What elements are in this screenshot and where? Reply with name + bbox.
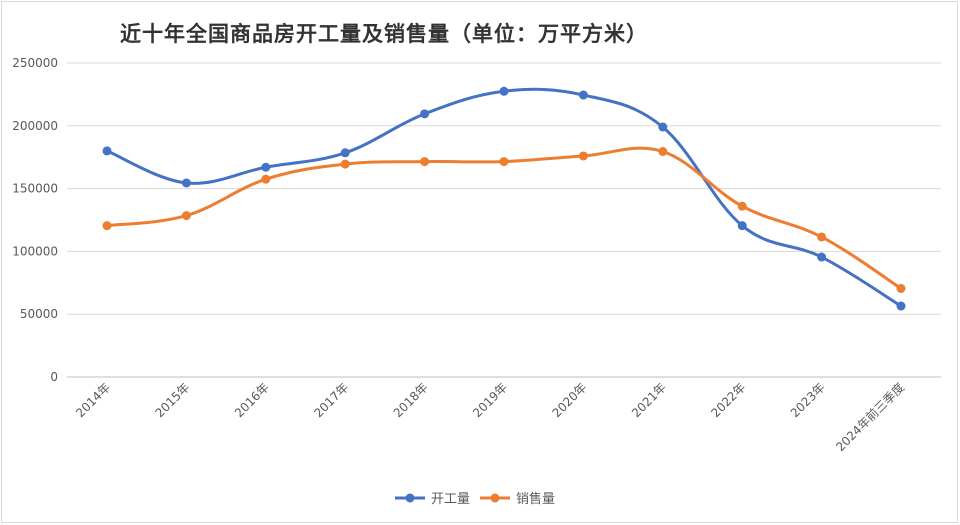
- data-point: [420, 109, 430, 119]
- y-axis-ticks: 0 50000 100000 150000 200000 250000: [12, 56, 58, 384]
- series-group: [102, 86, 906, 311]
- data-point: [578, 90, 588, 100]
- data-point: [737, 221, 747, 231]
- data-point: [658, 147, 668, 157]
- data-point: [181, 211, 191, 221]
- data-point: [896, 301, 906, 311]
- data-point: [658, 122, 668, 132]
- data-point: [896, 283, 906, 293]
- data-point: [817, 252, 827, 262]
- series-line: [105, 146, 903, 290]
- legend-label: 开工量: [431, 492, 470, 507]
- x-tick-label: 2023年: [788, 380, 828, 420]
- data-point: [340, 148, 350, 158]
- x-tick-label: 2017年: [311, 380, 351, 420]
- legend-swatch-marker: [405, 493, 415, 503]
- y-tick-label: 100000: [12, 244, 58, 258]
- x-tick-label: 2021年: [629, 380, 669, 420]
- data-point: [181, 178, 191, 188]
- data-point: [102, 221, 112, 231]
- legend-label: 销售量: [516, 491, 555, 507]
- series-sales: [102, 146, 906, 293]
- grid-lines: [67, 62, 941, 378]
- data-point: [499, 157, 509, 167]
- y-tick-label: 0: [50, 370, 58, 384]
- data-point: [102, 146, 112, 156]
- data-point: [261, 174, 271, 184]
- y-tick-label: 150000: [12, 182, 58, 196]
- series-starts: [102, 86, 906, 311]
- legend: 开工量 销售量: [395, 491, 555, 507]
- x-tick-label: 2015年: [153, 380, 193, 420]
- data-point: [817, 232, 827, 242]
- y-tick-label: 250000: [12, 56, 58, 70]
- data-point: [578, 151, 588, 161]
- y-tick-label: 200000: [12, 119, 58, 133]
- x-tick-label: 2020年: [550, 380, 590, 420]
- chart-title: 近十年全国商品房开工量及销售量（单位：万平方米）: [120, 21, 648, 46]
- legend-swatch-marker: [490, 493, 500, 503]
- data-point: [261, 162, 271, 172]
- x-tick-label: 2014年: [73, 380, 113, 420]
- x-axis-ticks: 2014年 2015年 2016年 2017年 2018年 2019年 2020年 2021年…: [73, 380, 907, 455]
- x-tick-label: 2022年: [708, 380, 748, 420]
- data-point: [499, 86, 509, 96]
- data-point: [737, 201, 747, 211]
- x-tick-label: 2016年: [232, 380, 272, 420]
- data-point: [340, 159, 350, 169]
- x-tick-label: 2019年: [470, 380, 510, 420]
- data-point: [420, 157, 430, 167]
- x-tick-label: 2024年前三季度: [832, 380, 907, 455]
- x-tick-label: 2018年: [391, 380, 431, 420]
- legend-item: 开工量: [395, 492, 470, 507]
- y-tick-label: 50000: [20, 307, 58, 321]
- legend-item: 销售量: [480, 491, 555, 507]
